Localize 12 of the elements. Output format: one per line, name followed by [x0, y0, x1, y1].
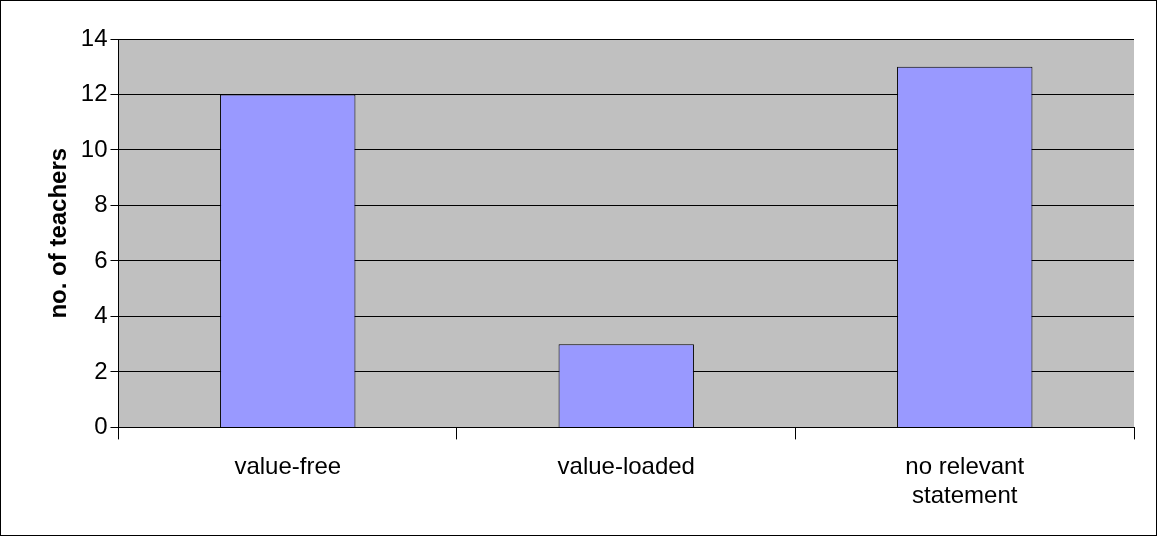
x-tick-label: value-free — [234, 452, 342, 480]
y-tick-label: 8 — [94, 190, 108, 218]
y-tick-label: 12 — [80, 79, 108, 107]
y-tick-label: 14 — [80, 23, 108, 51]
x-tick-label: value-loaded — [557, 452, 695, 480]
y-tick-label: 4 — [94, 301, 108, 329]
x-tick-label: no relevant statement — [905, 452, 1025, 509]
y-axis-title: no. of teachers — [44, 147, 72, 319]
y-tick-label: 0 — [94, 412, 108, 440]
y-tick-label: 2 — [94, 356, 108, 384]
y-tick-label: 10 — [80, 134, 108, 162]
y-tick-label: 6 — [94, 245, 108, 273]
